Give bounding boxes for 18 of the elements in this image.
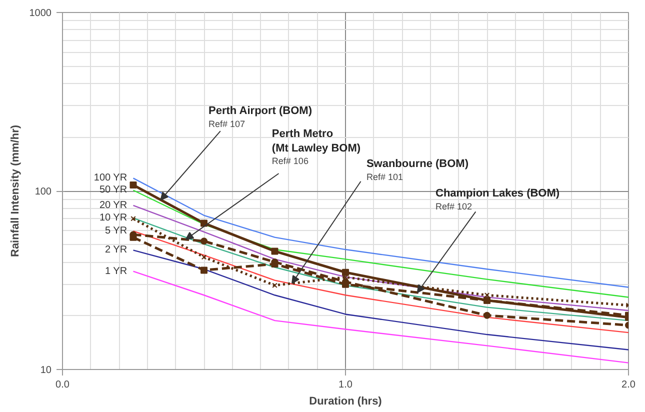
annotation: Swanbourne (BOM) Ref# 101: [366, 158, 469, 182]
annotation: Perth Metro (Mt Lawley BOM) Ref# 106: [272, 128, 361, 166]
annotation: Champion Lakes (BOM) Ref# 102: [435, 187, 560, 212]
series-label: 100 YR: [94, 172, 128, 184]
y-tick-label: 100: [34, 186, 52, 198]
y-tick-label: 1000: [29, 8, 52, 19]
series-label: 20 YR: [99, 200, 128, 211]
x-tick-label: 0.0: [56, 380, 70, 390]
series-label: 10 YR: [99, 212, 128, 224]
x-tick-label: 1.0: [338, 380, 353, 390]
series-label: 2 YR: [105, 244, 128, 256]
series-label: 1 YR: [105, 266, 128, 277]
series-label: 5 YR: [105, 226, 128, 237]
x-axis-title: Duration (hrs): [309, 396, 382, 408]
y-axis-title: Rainfall Intensity (mm/hr): [9, 124, 22, 258]
annotation: Perth Airport (BOM) Ref# 107: [208, 104, 312, 129]
y-tick-label: 10: [40, 365, 52, 376]
x-tick-label: 2.0: [622, 380, 636, 390]
